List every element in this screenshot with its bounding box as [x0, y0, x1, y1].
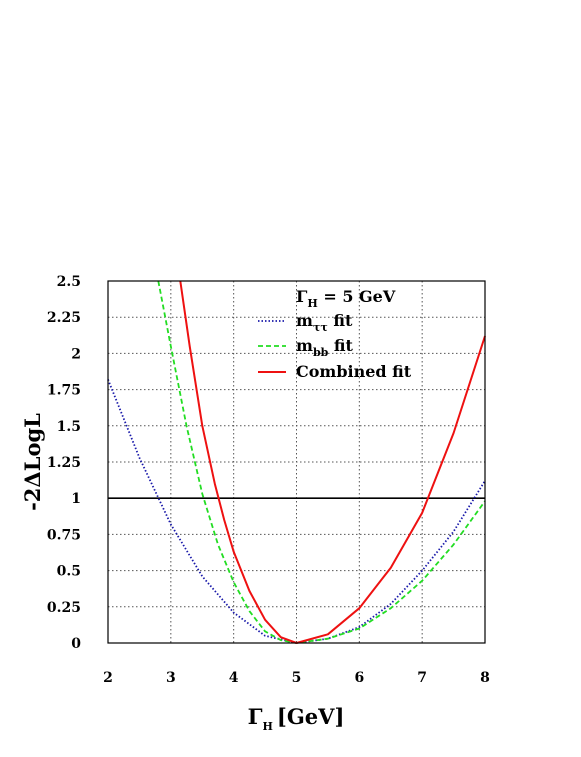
legend-title-symbol: Γ — [296, 287, 308, 306]
legend-label-3: Combined fit — [296, 362, 412, 381]
y-tick-label: 2.5 — [57, 274, 81, 290]
y-tick-label: 0.5 — [57, 564, 81, 580]
y-tick-label: 1.75 — [47, 383, 81, 399]
x-tick-label: 5 — [292, 670, 302, 686]
y-axis-label: -2ΔLogL — [20, 413, 45, 511]
x-axis-label: ΓH [GeV] — [248, 704, 345, 733]
y-tick-label: 0.75 — [47, 527, 81, 543]
plot-frame — [107, 280, 486, 644]
legend-title-subscript: H — [307, 297, 317, 310]
x-tick-label: 3 — [166, 670, 176, 686]
y-tick-label: 1.5 — [57, 419, 81, 435]
legend-label-1: mττ fit — [296, 311, 353, 334]
x-axis-label-unit: [GeV] — [277, 704, 344, 729]
series-group — [107, 280, 486, 644]
series-line-1 — [107, 379, 486, 644]
x-axis-label-symbol: Γ — [248, 704, 263, 729]
legend-title: ΓH = 5 GeV — [296, 287, 396, 310]
series-line-2 — [157, 280, 486, 644]
x-tick-label: 8 — [480, 670, 490, 686]
x-axis-label-subscript: H — [263, 720, 273, 733]
y-tick-label: 1 — [71, 491, 81, 507]
legend-label-2: mbb fit — [296, 336, 354, 359]
x-tick-label: 2 — [103, 670, 113, 686]
y-tick-label: 2.25 — [47, 310, 81, 326]
y-tick-label: 0 — [71, 636, 81, 652]
x-tick-label: 7 — [417, 670, 427, 686]
y-tick-label: 1.25 — [47, 455, 81, 471]
tick-labels: 2 3 4 5 6 7 8 0 0.25 0.5 0.75 1 1.25 1.5 1.75 2 2.25 2.5 — [47, 274, 490, 686]
x-tick-label: 4 — [229, 670, 239, 686]
legend-title-rest: = 5 GeV — [318, 287, 396, 306]
y-tick-label: 2 — [71, 346, 81, 362]
y-tick-label: 0.25 — [47, 600, 81, 616]
series-line-3 — [179, 280, 486, 644]
x-tick-label: 6 — [354, 670, 364, 686]
